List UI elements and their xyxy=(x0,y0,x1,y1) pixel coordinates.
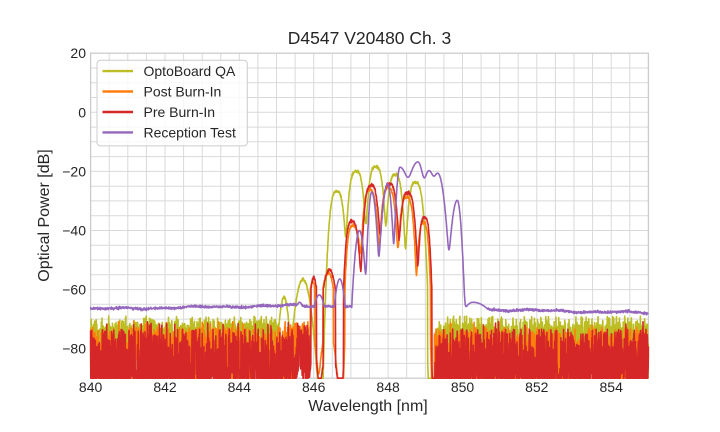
svg-text:844: 844 xyxy=(228,379,252,395)
svg-text:854: 854 xyxy=(600,379,624,395)
svg-text:D4547 V20480 Ch. 3: D4547 V20480 Ch. 3 xyxy=(288,28,451,48)
svg-text:Pre Burn-In: Pre Burn-In xyxy=(144,104,216,120)
svg-text:−60: −60 xyxy=(62,282,86,298)
svg-text:−40: −40 xyxy=(62,223,86,239)
svg-text:OptoBoard QA: OptoBoard QA xyxy=(144,63,236,79)
svg-text:Reception Test: Reception Test xyxy=(144,124,236,140)
svg-text:Post Burn-In: Post Burn-In xyxy=(144,84,222,100)
svg-text:850: 850 xyxy=(451,379,475,395)
svg-text:852: 852 xyxy=(525,379,549,395)
svg-text:Wavelength [nm]: Wavelength [nm] xyxy=(308,398,427,415)
svg-text:842: 842 xyxy=(153,379,177,395)
svg-text:840: 840 xyxy=(79,379,103,395)
svg-text:848: 848 xyxy=(376,379,400,395)
svg-text:846: 846 xyxy=(302,379,326,395)
svg-text:−20: −20 xyxy=(62,163,86,179)
svg-text:20: 20 xyxy=(70,45,86,61)
svg-text:−80: −80 xyxy=(62,341,86,357)
svg-text:0: 0 xyxy=(78,104,86,120)
svg-text:Optical Power [dB]: Optical Power [dB] xyxy=(36,149,53,282)
